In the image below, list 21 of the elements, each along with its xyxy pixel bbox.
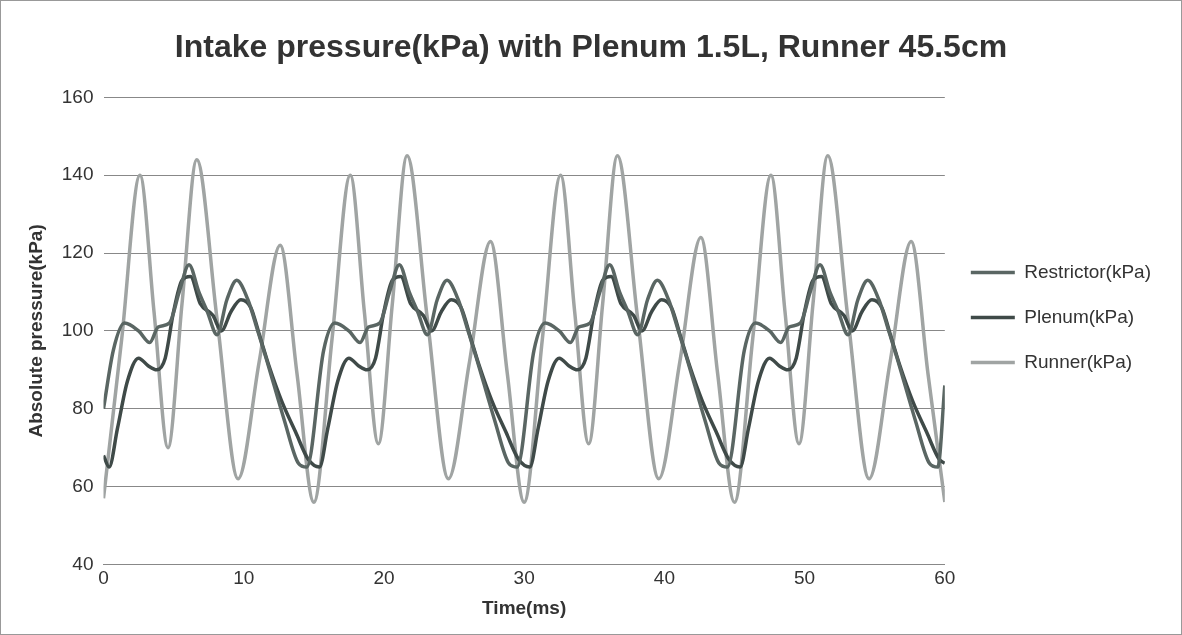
chart-title: Intake pressure(kPa) with Plenum 1.5L, Runner 45.5cm: [174, 28, 1008, 65]
y-tick-label: 80: [72, 396, 94, 418]
legend-label: Runner(kPa): [1024, 350, 1133, 372]
legend-label: Restrictor(kPa): [1024, 260, 1152, 282]
y-tick-label: 40: [72, 552, 94, 574]
y-tick-label: 160: [61, 85, 94, 107]
legend-label: Plenum(kPa): [1024, 305, 1135, 327]
x-axis-title: Time(ms): [482, 596, 567, 618]
y-tick-label: 120: [61, 241, 94, 263]
x-tick-label: 0: [98, 567, 109, 589]
x-tick-label: 20: [373, 567, 395, 589]
x-tick-label: 60: [934, 567, 956, 589]
x-tick-label: 40: [653, 567, 675, 589]
x-tick-label: 50: [794, 567, 816, 589]
x-tick-label: 30: [513, 567, 535, 589]
y-axis-title: Absolute pressure(kPa): [24, 224, 46, 438]
line-series: [103, 154, 945, 504]
y-tick-label: 100: [61, 319, 94, 341]
y-tick-label: 60: [72, 474, 94, 496]
x-tick-label: 10: [233, 567, 255, 589]
y-tick-label: 140: [61, 163, 94, 185]
